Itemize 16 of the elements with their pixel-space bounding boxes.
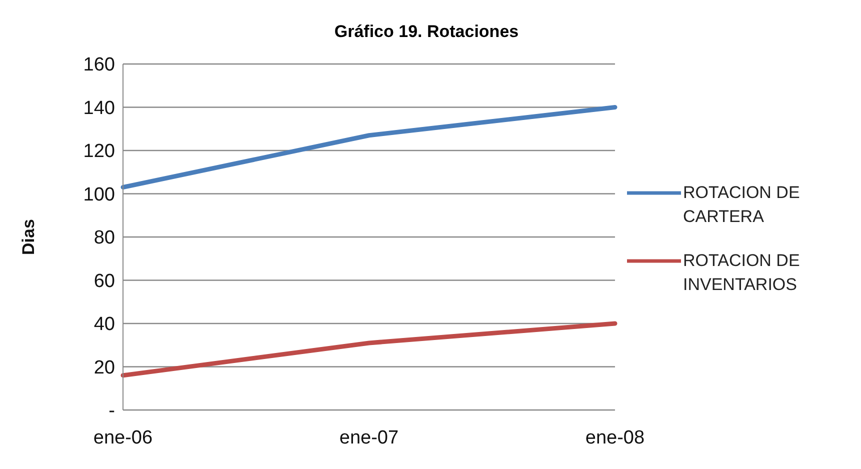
y-tick-label: 100 (83, 184, 115, 206)
y-tick-label: 20 (94, 357, 115, 378)
y-tick-label: 160 (83, 54, 115, 76)
y-tick-label: 80 (94, 228, 115, 249)
y-tick-label: 40 (94, 314, 115, 336)
x-tick-label: ene-07 (339, 427, 399, 448)
y-tick-label: 120 (83, 141, 115, 162)
legend-label: ROTACION DE INVENTARIOS (683, 250, 801, 296)
y-tick-label: 140 (83, 98, 115, 119)
chart-title: Gráfico 19. Rotaciones (333, 21, 520, 42)
y-tick-label: 60 (94, 270, 115, 292)
legend-label: ROTACION DE CARTERA (683, 182, 801, 228)
x-tick-label: ene-08 (585, 427, 645, 448)
y-axis-title: Dias (19, 219, 38, 255)
y-tick-label: - (108, 400, 115, 422)
x-tick-label: ene-06 (93, 427, 153, 448)
